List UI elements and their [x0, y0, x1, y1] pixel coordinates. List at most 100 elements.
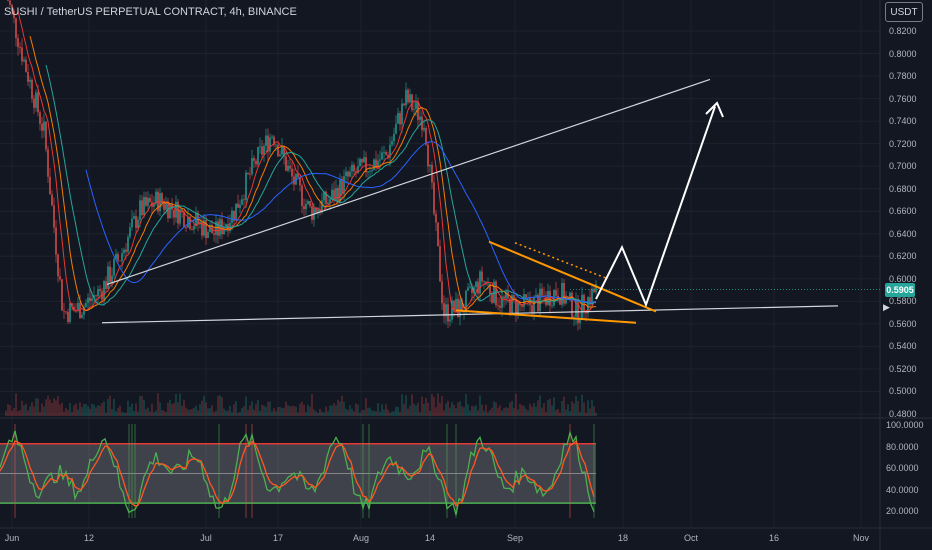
currency-button[interactable]: USDT — [885, 2, 923, 22]
volume-bar — [375, 411, 377, 416]
volume-bar — [293, 405, 295, 416]
volume-bar — [255, 403, 257, 416]
candle-body — [49, 176, 51, 195]
volume-bar — [169, 399, 171, 416]
ma-long-line — [85, 141, 597, 303]
candle-body — [207, 231, 209, 239]
candle-body — [69, 303, 71, 322]
candle-body — [249, 173, 251, 175]
candle-body — [397, 113, 399, 124]
candle-body — [409, 94, 411, 103]
volume-bar — [407, 408, 409, 416]
candle-body — [333, 189, 335, 201]
chart-title: SUSHI / TetherUS PERPETUAL CONTRACT, 4h,… — [4, 6, 297, 18]
candle-body — [41, 123, 43, 131]
candle-body — [471, 286, 473, 294]
volume-bar — [299, 403, 301, 416]
candle-body — [493, 281, 495, 303]
volume-bar — [363, 409, 365, 416]
volume-bar — [7, 404, 9, 416]
volume-bar — [219, 395, 221, 416]
volume-bar — [507, 407, 509, 416]
candle-body — [303, 206, 305, 210]
volume-bar — [443, 410, 445, 416]
volume-bar — [555, 410, 557, 416]
candle-body — [483, 281, 485, 283]
time-tick: 18 — [617, 533, 629, 543]
candle-body — [71, 303, 73, 307]
candle-body — [51, 194, 53, 206]
volume-bar — [489, 410, 491, 416]
volume-bar — [311, 393, 313, 416]
volume-bar — [45, 399, 47, 416]
candle-body — [489, 283, 491, 295]
candle-body — [165, 202, 167, 210]
candle-body — [127, 236, 129, 252]
volume-bar — [483, 410, 485, 416]
volume-bar — [355, 403, 357, 416]
candle-body — [269, 137, 271, 152]
candle-body — [143, 196, 145, 216]
volume-bar — [59, 404, 61, 416]
volume-bar — [561, 400, 563, 416]
candle-body — [461, 299, 463, 313]
volume-bar — [313, 409, 315, 416]
volume-bar — [447, 400, 449, 416]
candle-body — [481, 271, 483, 282]
candle-body — [327, 202, 329, 205]
scroll-to-realtime-icon[interactable]: ▶ — [883, 302, 890, 312]
volume-bar — [303, 404, 305, 416]
volume-bar — [109, 395, 111, 416]
candle-body — [473, 287, 475, 294]
volume-bar — [215, 410, 217, 416]
volume-bar — [15, 393, 17, 416]
oscillator-tick: 20.0000 — [886, 506, 919, 516]
candle-body — [503, 296, 505, 299]
time-tick: Sep — [506, 533, 524, 543]
volume-bar — [229, 405, 231, 416]
candle-body — [425, 128, 427, 145]
volume-bar — [477, 410, 479, 416]
volume-bar — [71, 411, 73, 416]
volume-bar — [563, 396, 565, 416]
candle-body — [319, 209, 321, 213]
volume-bar — [529, 403, 531, 416]
volume-bar — [205, 402, 207, 416]
candle-body — [137, 219, 139, 228]
volume-bar — [261, 404, 263, 416]
volume-bar — [579, 411, 581, 416]
volume-bar — [519, 403, 521, 416]
candle-body — [357, 166, 359, 174]
volume-bar — [11, 410, 13, 416]
volume-bar — [309, 406, 311, 416]
volume-bar — [51, 403, 53, 416]
volume-bar — [239, 411, 241, 416]
volume-bar — [457, 402, 459, 416]
volume-bar — [279, 406, 281, 416]
volume-bar — [337, 399, 339, 416]
ma-slow-line — [45, 64, 597, 306]
volume-bar — [391, 411, 393, 416]
volume-bar — [135, 403, 137, 416]
price-tick: 0.4800 — [889, 409, 917, 419]
candle-body — [531, 305, 533, 314]
volume-bar — [569, 411, 571, 416]
time-tick: Jun — [4, 533, 20, 543]
candle-body — [595, 284, 597, 293]
candle-body — [401, 103, 403, 125]
candle-body — [285, 156, 287, 171]
volume-bar — [559, 412, 561, 416]
volume-bar — [283, 407, 285, 416]
volume-bar — [565, 409, 567, 416]
volume-bar — [509, 402, 511, 416]
volume-bar — [139, 395, 141, 416]
volume-bar — [461, 406, 463, 416]
volume-bar — [547, 399, 549, 416]
candle-body — [331, 189, 333, 200]
candle-body — [561, 282, 563, 305]
candle-body — [435, 213, 437, 223]
candle-body — [381, 152, 383, 160]
volume-bar — [211, 405, 213, 416]
volume-bar — [83, 403, 85, 416]
